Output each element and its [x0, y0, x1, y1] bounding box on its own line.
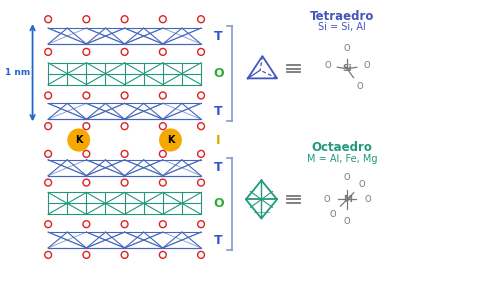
Text: O: O [213, 197, 224, 210]
Text: O: O [344, 44, 350, 53]
Text: M: M [343, 195, 352, 204]
Text: Si: Si [342, 64, 352, 73]
Text: O: O [344, 217, 350, 226]
Text: T: T [214, 105, 223, 118]
Text: O: O [329, 210, 336, 219]
Text: O: O [324, 195, 330, 204]
Text: O: O [363, 61, 370, 70]
Circle shape [68, 129, 89, 151]
Text: Si = Si, Al: Si = Si, Al [318, 22, 366, 32]
Text: K: K [75, 135, 83, 145]
Text: O: O [357, 82, 363, 91]
Text: T: T [214, 161, 223, 174]
Text: O: O [344, 173, 350, 182]
Text: T: T [214, 29, 223, 42]
Circle shape [160, 129, 181, 151]
Text: 1 nm: 1 nm [5, 68, 31, 77]
Text: K: K [167, 135, 174, 145]
Text: O: O [359, 180, 365, 189]
Text: T: T [214, 233, 223, 246]
Text: Octaedro: Octaedro [312, 142, 372, 155]
Text: Tetraedro: Tetraedro [310, 10, 374, 23]
Text: M = Al, Fe, Mg: M = Al, Fe, Mg [307, 154, 377, 164]
Text: O: O [364, 195, 371, 204]
Text: O: O [213, 67, 224, 80]
Text: I: I [216, 134, 221, 147]
Text: O: O [324, 61, 331, 70]
